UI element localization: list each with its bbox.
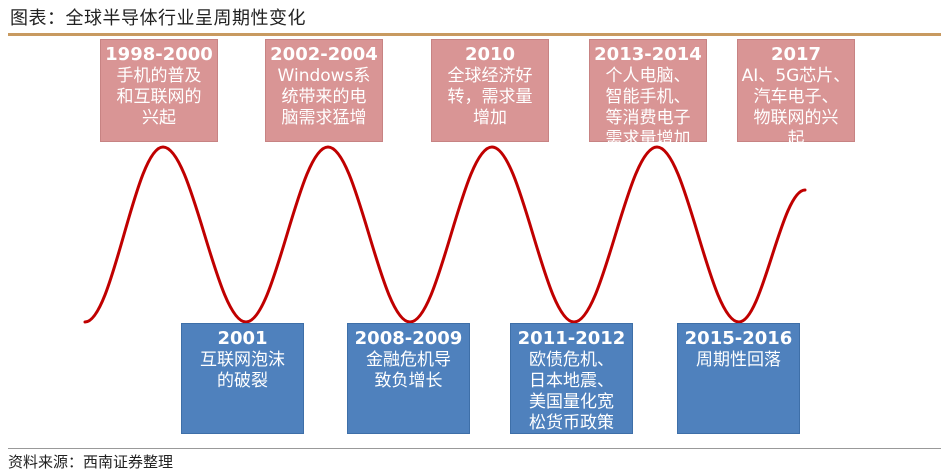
peak-box-2002-2004: 2002-2004 Windows系 统带来的电 脑需求猛增 [265, 39, 383, 142]
trough-box-2015-2016: 2015-2016 周期性回落 [677, 323, 800, 434]
source-note: 资料来源：西南证券整理 [8, 448, 941, 472]
peak-description: Windows系 统带来的电 脑需求猛增 [277, 66, 371, 128]
title-rule [8, 33, 941, 36]
peak-box-1998-2000: 1998-2000 手机的普及 和互联网的 兴起 [100, 39, 218, 142]
trough-box-2008-2009: 2008-2009 金融危机导 致负增长 [347, 323, 470, 434]
trough-description: 欧债危机、 日本地震、 美国量化宽 松货币政策 [529, 350, 614, 433]
peak-period: 2010 [464, 44, 516, 65]
trough-period: 2001 [217, 328, 268, 349]
peak-box-2010: 2010 全球经济好 转，需求量 增加 [431, 39, 549, 142]
peak-box-2013-2014: 2013-2014 个人电脑、 智能手机、 等消费电子 需求量增加 [589, 39, 707, 149]
peak-description: 手机的普及 和互联网的 兴起 [116, 66, 202, 128]
trough-box-2011-2012: 2011-2012 欧债危机、 日本地震、 美国量化宽 松货币政策 [510, 323, 633, 434]
peak-period: 2013-2014 [594, 44, 702, 65]
trough-box-2001: 2001 互联网泡沫 的破裂 [181, 323, 304, 434]
trough-period: 2011-2012 [517, 328, 626, 349]
trough-description: 互联网泡沫 的破裂 [200, 350, 285, 391]
peak-box-2017: 2017 AI、5G芯片、 汽车电子、 物联网的兴 起 [737, 39, 855, 149]
peak-description: 个人电脑、 智能手机、 等消费电子 需求量增加 [605, 66, 691, 149]
figure-title: 图表：全球半导体行业呈周期性变化 [10, 8, 306, 29]
peak-description: AI、5G芯片、 汽车电子、 物联网的兴 起 [741, 66, 851, 149]
trough-period: 2008-2009 [354, 328, 463, 349]
peak-period: 2002-2004 [270, 44, 378, 65]
trough-description: 金融危机导 致负增长 [366, 350, 451, 391]
peak-description: 全球经济好 转，需求量 增加 [447, 66, 533, 128]
trough-period: 2015-2016 [684, 328, 793, 349]
peak-period: 2017 [770, 44, 822, 65]
peak-period: 1998-2000 [105, 44, 213, 65]
trough-description: 周期性回落 [696, 350, 781, 370]
cycle-wave-line [83, 145, 807, 324]
